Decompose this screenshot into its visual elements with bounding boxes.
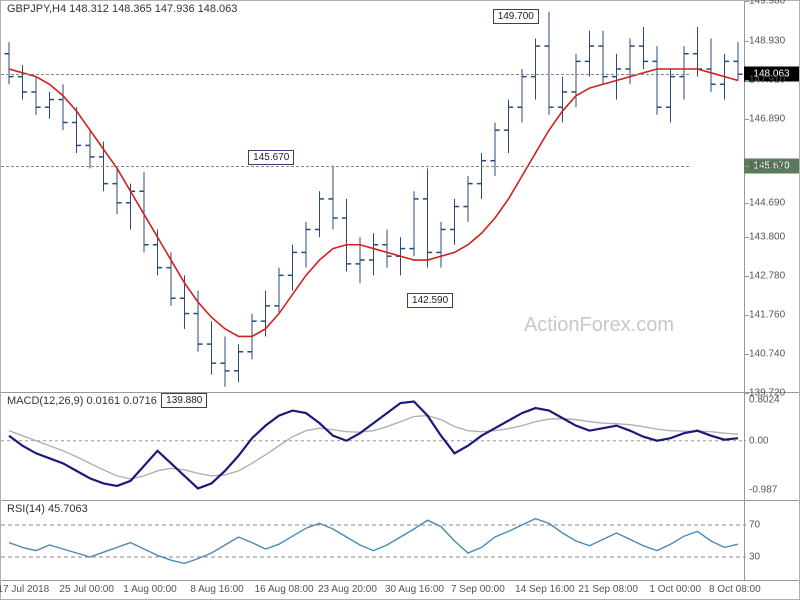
x-axis: 17 Jul 2018 25 Jul 00:00 1 Aug 00:00 8 Aug … [1,581,799,600]
price-plot-area[interactable]: GBPJPY,H4 148.312 148.365 147.936 148.06… [1,1,744,392]
rsi-plot-area[interactable]: RSI(14) 45.7063 [1,501,744,580]
chart-container: GBPJPY,H4 148.312 148.365 147.936 148.06… [0,0,800,600]
x-tick-label: 7 Sep 00:00 [451,584,505,595]
macd-ytick-label: 0.8024 [749,395,780,406]
x-tick-label: 8 Aug 16:00 [190,584,243,595]
current-price-line [1,74,689,75]
rsi-level-label: 70 [749,520,760,531]
macd-yaxis: -0.987 0.00 0.8024 [744,393,799,500]
rsi-panel: RSI(14) 45.7063 30 70 [1,501,799,581]
rsi-yaxis: 30 70 [744,501,799,580]
x-tick-label: 14 Sep 16:00 [515,584,575,595]
x-tick-label: 1 Oct 00:00 [649,584,701,595]
price-callout: 142.590 [407,293,453,308]
x-tick-label: 1 Aug 00:00 [123,584,176,595]
symbol-header: GBPJPY,H4 148.312 148.365 147.936 148.06… [5,3,239,15]
price-ytick-label: 147.910 [749,75,785,86]
price-svg [1,1,746,393]
x-tick-label: 25 Jul 00:00 [59,584,114,595]
price-panel: GBPJPY,H4 148.312 148.365 147.936 148.06… [1,1,799,393]
price-ytick-label: 145.670 [749,160,785,171]
price-ytick-label: 149.980 [749,0,785,7]
price-ytick-label: 142.780 [749,271,785,282]
macd-ytick-label: -0.987 [749,485,777,496]
x-tick-label: 8 Oct 08:00 [709,584,761,595]
macd-plot-area[interactable]: MACD(12,26,9) 0.0161 0.0716 [1,393,744,500]
price-callout: 145.670 [248,150,294,165]
macd-title: MACD(12,26,9) 0.0161 0.0716 [5,395,159,407]
rsi-title: RSI(14) 45.7063 [5,503,90,515]
price-ytick-label: 140.740 [749,349,785,360]
price-ytick-label: 146.890 [749,114,785,125]
price-ytick-label: 143.800 [749,232,785,243]
level-price-line [1,166,689,167]
x-tick-label: 17 Jul 2018 [0,584,49,595]
macd-svg [1,393,746,501]
macd-panel: MACD(12,26,9) 0.0161 0.0716 -0.987 0.00 0.… [1,393,799,501]
x-tick-label: 21 Sep 08:00 [578,584,638,595]
rsi-level-label: 30 [749,552,760,563]
price-ytick-label: 141.760 [749,310,785,321]
rsi-svg [1,501,746,581]
price-ytick-label: 148.930 [749,36,785,47]
x-tick-label: 23 Aug 20:00 [318,584,377,595]
x-tick-label: 16 Aug 08:00 [255,584,314,595]
macd-ytick-label: 0.00 [749,435,768,446]
x-tick-label: 30 Aug 16:00 [385,584,444,595]
price-ytick-label: 144.690 [749,198,785,209]
price-yaxis: 148.063 145.670 139.720140.740141.760142… [744,1,799,392]
price-callout: 149.700 [493,9,539,24]
